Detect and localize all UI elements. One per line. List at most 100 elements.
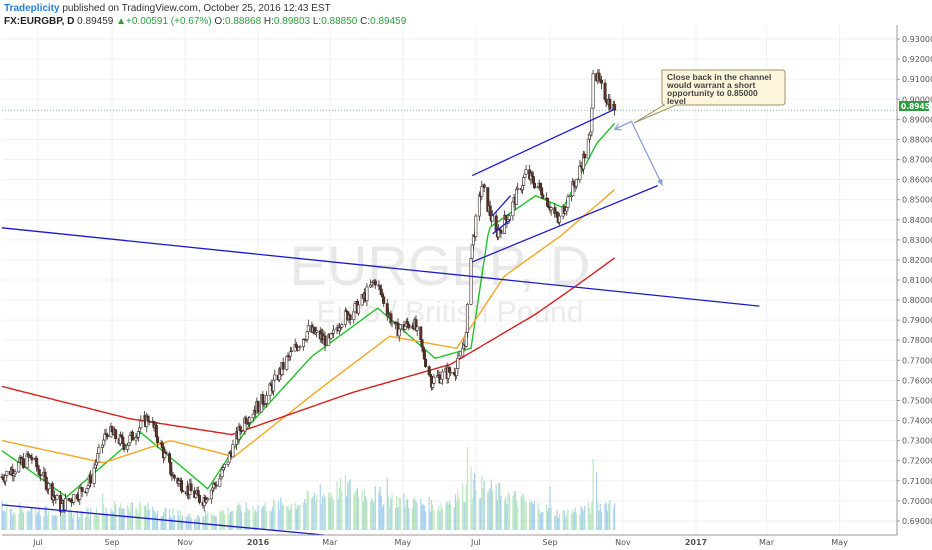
volume-bar xyxy=(512,495,514,530)
header-line-1: Tradeplicity published on TradingView.co… xyxy=(4,2,406,15)
volume-bar xyxy=(570,513,573,530)
time-tick-label: Sep xyxy=(542,538,557,547)
time-tick-label: Sep xyxy=(105,538,120,547)
volume-bar xyxy=(121,508,123,530)
volume-bar xyxy=(229,512,232,530)
volume-bar xyxy=(307,491,309,530)
volume-bar xyxy=(115,504,117,530)
trendlines[interactable] xyxy=(1,108,760,536)
volume-bar xyxy=(324,496,326,530)
volume-bar xyxy=(405,499,408,530)
volume-bar xyxy=(386,478,388,530)
candle-body xyxy=(315,330,319,333)
channel-lower-trendline[interactable] xyxy=(471,185,658,263)
volume-bar xyxy=(27,510,29,530)
candle-body xyxy=(22,458,26,468)
time-tick-label: Jul xyxy=(470,538,481,547)
time-tick-label: Mar xyxy=(759,538,775,547)
candle-body xyxy=(465,303,469,333)
projection-path[interactable] xyxy=(614,120,664,186)
price-tick-label: 0.81000 xyxy=(902,276,932,285)
volume-bar xyxy=(537,502,539,530)
volume-bar xyxy=(446,501,448,530)
channel-upper-trendline[interactable] xyxy=(471,108,615,177)
lower-downtrend-trendline[interactable] xyxy=(1,504,324,536)
volume-bar xyxy=(572,509,574,530)
volume-bar xyxy=(614,503,616,530)
candle-body xyxy=(30,457,34,461)
volume-bar xyxy=(172,508,174,530)
candle-body xyxy=(156,436,160,444)
volume-bar xyxy=(263,505,265,530)
volume-bar xyxy=(223,514,226,530)
volume-bar xyxy=(482,488,484,530)
projection-arrow[interactable] xyxy=(613,120,664,186)
volume-bar xyxy=(369,501,372,530)
volume-bar xyxy=(554,515,556,530)
volume-bar xyxy=(424,511,427,530)
volume-bar xyxy=(177,509,179,530)
author-name[interactable]: Tradeplicity xyxy=(4,3,60,14)
volume-bar xyxy=(173,514,175,530)
volume-bar xyxy=(39,515,41,530)
candle-body xyxy=(172,474,176,479)
candle-body xyxy=(415,326,419,331)
volume-bar xyxy=(97,515,99,530)
volume-bar xyxy=(354,492,356,530)
volume-bar xyxy=(30,507,32,530)
volume-bar xyxy=(112,511,114,530)
price-tick-label: 0.82000 xyxy=(902,256,932,265)
volume-bar xyxy=(101,493,104,530)
volume-bar xyxy=(579,514,581,530)
volume-bar xyxy=(450,504,452,530)
open-value: 0.88868 xyxy=(224,16,262,27)
volume-bar xyxy=(64,507,67,530)
volume-bar xyxy=(447,504,449,530)
volume-bar xyxy=(86,507,88,530)
time-axis[interactable]: Jul Sep Nov 2016 Mar May Jul Sep Nov 2017 Mar May xyxy=(2,534,897,547)
volume-bar xyxy=(36,514,38,530)
volume-bar xyxy=(438,505,440,530)
candle-body xyxy=(288,351,292,357)
long-downtrend-trendline[interactable] xyxy=(1,227,760,307)
candle-body xyxy=(264,395,268,404)
candle-body xyxy=(97,447,101,454)
high-label: H: xyxy=(263,16,274,27)
volume-bar xyxy=(79,518,81,530)
volume-bar xyxy=(211,515,214,530)
volume-bar xyxy=(44,506,46,530)
volume-bar xyxy=(231,510,233,530)
last-price-tag: 0.89459 xyxy=(899,101,932,111)
volume-bar xyxy=(34,508,37,530)
volume-bar xyxy=(584,505,586,530)
price-tick-label: 0.85000 xyxy=(902,196,932,205)
volume-bar xyxy=(314,501,317,530)
volume-bar xyxy=(381,506,384,530)
candle-body xyxy=(72,494,76,503)
volume-bar xyxy=(185,517,187,530)
volume-bar xyxy=(298,506,300,530)
volume-bar xyxy=(68,510,70,530)
volume-bar xyxy=(605,502,607,530)
price-axis[interactable]: 0.93000 0.92000 0.91000 0.90000 0.89000 0.880… xyxy=(896,25,932,535)
annotation-callout[interactable]: Close back in the channel would warrant … xyxy=(633,69,786,124)
flag-upper-trendline[interactable] xyxy=(492,195,512,217)
volume-bar xyxy=(165,507,167,530)
price-tick-label: 0.72000 xyxy=(902,457,932,466)
volume-bar xyxy=(52,516,55,530)
volume-bar xyxy=(481,475,483,530)
volume-bar xyxy=(179,510,181,530)
volume-bar xyxy=(456,501,458,530)
candle-body xyxy=(80,487,84,492)
volume-bar xyxy=(395,507,397,530)
volume-bar xyxy=(227,507,229,530)
candle-body xyxy=(13,471,17,475)
volume-bar xyxy=(239,505,241,530)
price-tick-label: 0.75000 xyxy=(902,396,932,405)
volume-bar xyxy=(313,492,315,530)
time-tick-label: Nov xyxy=(177,538,193,547)
flag-lower-trendline[interactable] xyxy=(492,219,511,235)
volume-bar xyxy=(164,508,166,530)
candle-body xyxy=(197,495,201,503)
